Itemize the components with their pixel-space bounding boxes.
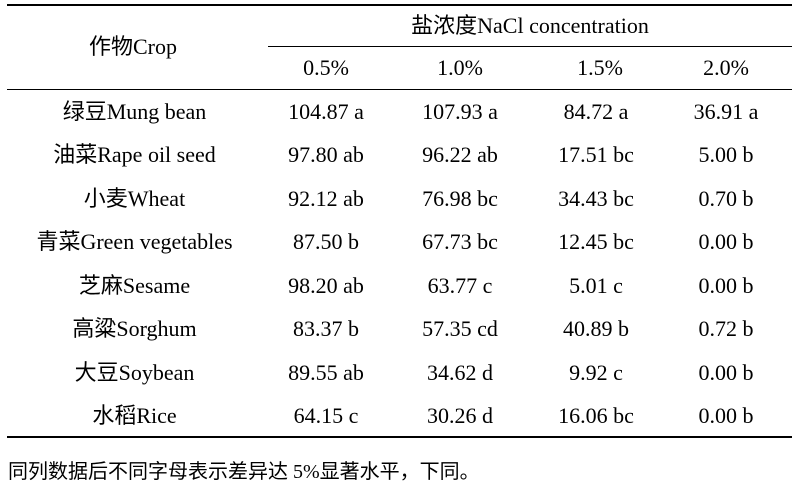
concentration-header-1-0: 1.0% xyxy=(437,55,483,80)
table-cell: 67.73 bc xyxy=(422,229,498,254)
concentration-header-2-0: 2.0% xyxy=(703,55,749,80)
crop-column-header: 作物Crop xyxy=(88,34,177,59)
table-cell: 40.89 b xyxy=(563,316,629,341)
table-cell: 92.12 ab xyxy=(288,186,364,211)
table-cell: 0.00 b xyxy=(698,273,754,298)
row-crop-name: 青菜Green vegetables xyxy=(36,229,233,254)
header-sub-rule xyxy=(268,46,792,47)
table-cell: 34.62 d xyxy=(427,360,493,385)
table-cell: 97.80 ab xyxy=(288,142,364,167)
table-cell: 0.70 b xyxy=(698,186,754,211)
table-cell: 36.91 a xyxy=(693,99,759,124)
table-cell: 0.72 b xyxy=(698,316,754,341)
concentration-group-header: 盐浓度NaCl concentration xyxy=(411,13,649,38)
table-cell: 0.00 b xyxy=(698,360,754,385)
row-crop-name: 绿豆Mung bean xyxy=(62,99,207,124)
row-crop-name: 芝麻Sesame xyxy=(78,273,191,298)
row-crop-name: 水稻Rice xyxy=(92,403,177,428)
table-cell: 104.87 a xyxy=(288,99,364,124)
header-rule xyxy=(7,89,792,90)
table-cell: 57.35 cd xyxy=(422,316,498,341)
row-crop-name: 油菜Rape oil seed xyxy=(53,142,216,167)
table-cell: 89.55 ab xyxy=(288,360,364,385)
table-cell: 98.20 ab xyxy=(288,273,364,298)
table-cell: 34.43 bc xyxy=(558,186,634,211)
table-cell: 0.00 b xyxy=(698,229,754,254)
top-rule xyxy=(7,4,792,6)
table-cell: 5.00 b xyxy=(698,142,754,167)
concentration-header-0-5: 0.5% xyxy=(303,55,349,80)
table-cell: 16.06 bc xyxy=(558,403,634,428)
table-cell: 0.00 b xyxy=(698,403,754,428)
table-footnote: 同列数据后不同字母表示差异达 5%显著水平，下同。 xyxy=(8,461,480,483)
table-cell: 107.93 a xyxy=(422,99,498,124)
table-cell: 76.98 bc xyxy=(422,186,498,211)
table-cell: 30.26 d xyxy=(427,403,493,428)
table-cell: 9.92 c xyxy=(569,360,623,385)
bottom-rule xyxy=(7,436,792,438)
table-cell: 96.22 ab xyxy=(422,142,498,167)
table-cell: 84.72 a xyxy=(563,99,629,124)
table-cell: 87.50 b xyxy=(293,229,359,254)
table-cell: 83.37 b xyxy=(293,316,359,341)
table-cell: 17.51 bc xyxy=(558,142,634,167)
row-crop-name: 大豆Soybean xyxy=(74,360,195,385)
row-crop-name: 高粱Sorghum xyxy=(72,316,197,341)
row-crop-name: 小麦Wheat xyxy=(83,186,186,211)
concentration-header-1-5: 1.5% xyxy=(577,55,623,80)
table-cell: 63.77 c xyxy=(427,273,493,298)
table-cell: 64.15 c xyxy=(293,403,359,428)
table-cell: 5.01 c xyxy=(569,273,623,298)
table-cell: 12.45 bc xyxy=(558,229,634,254)
